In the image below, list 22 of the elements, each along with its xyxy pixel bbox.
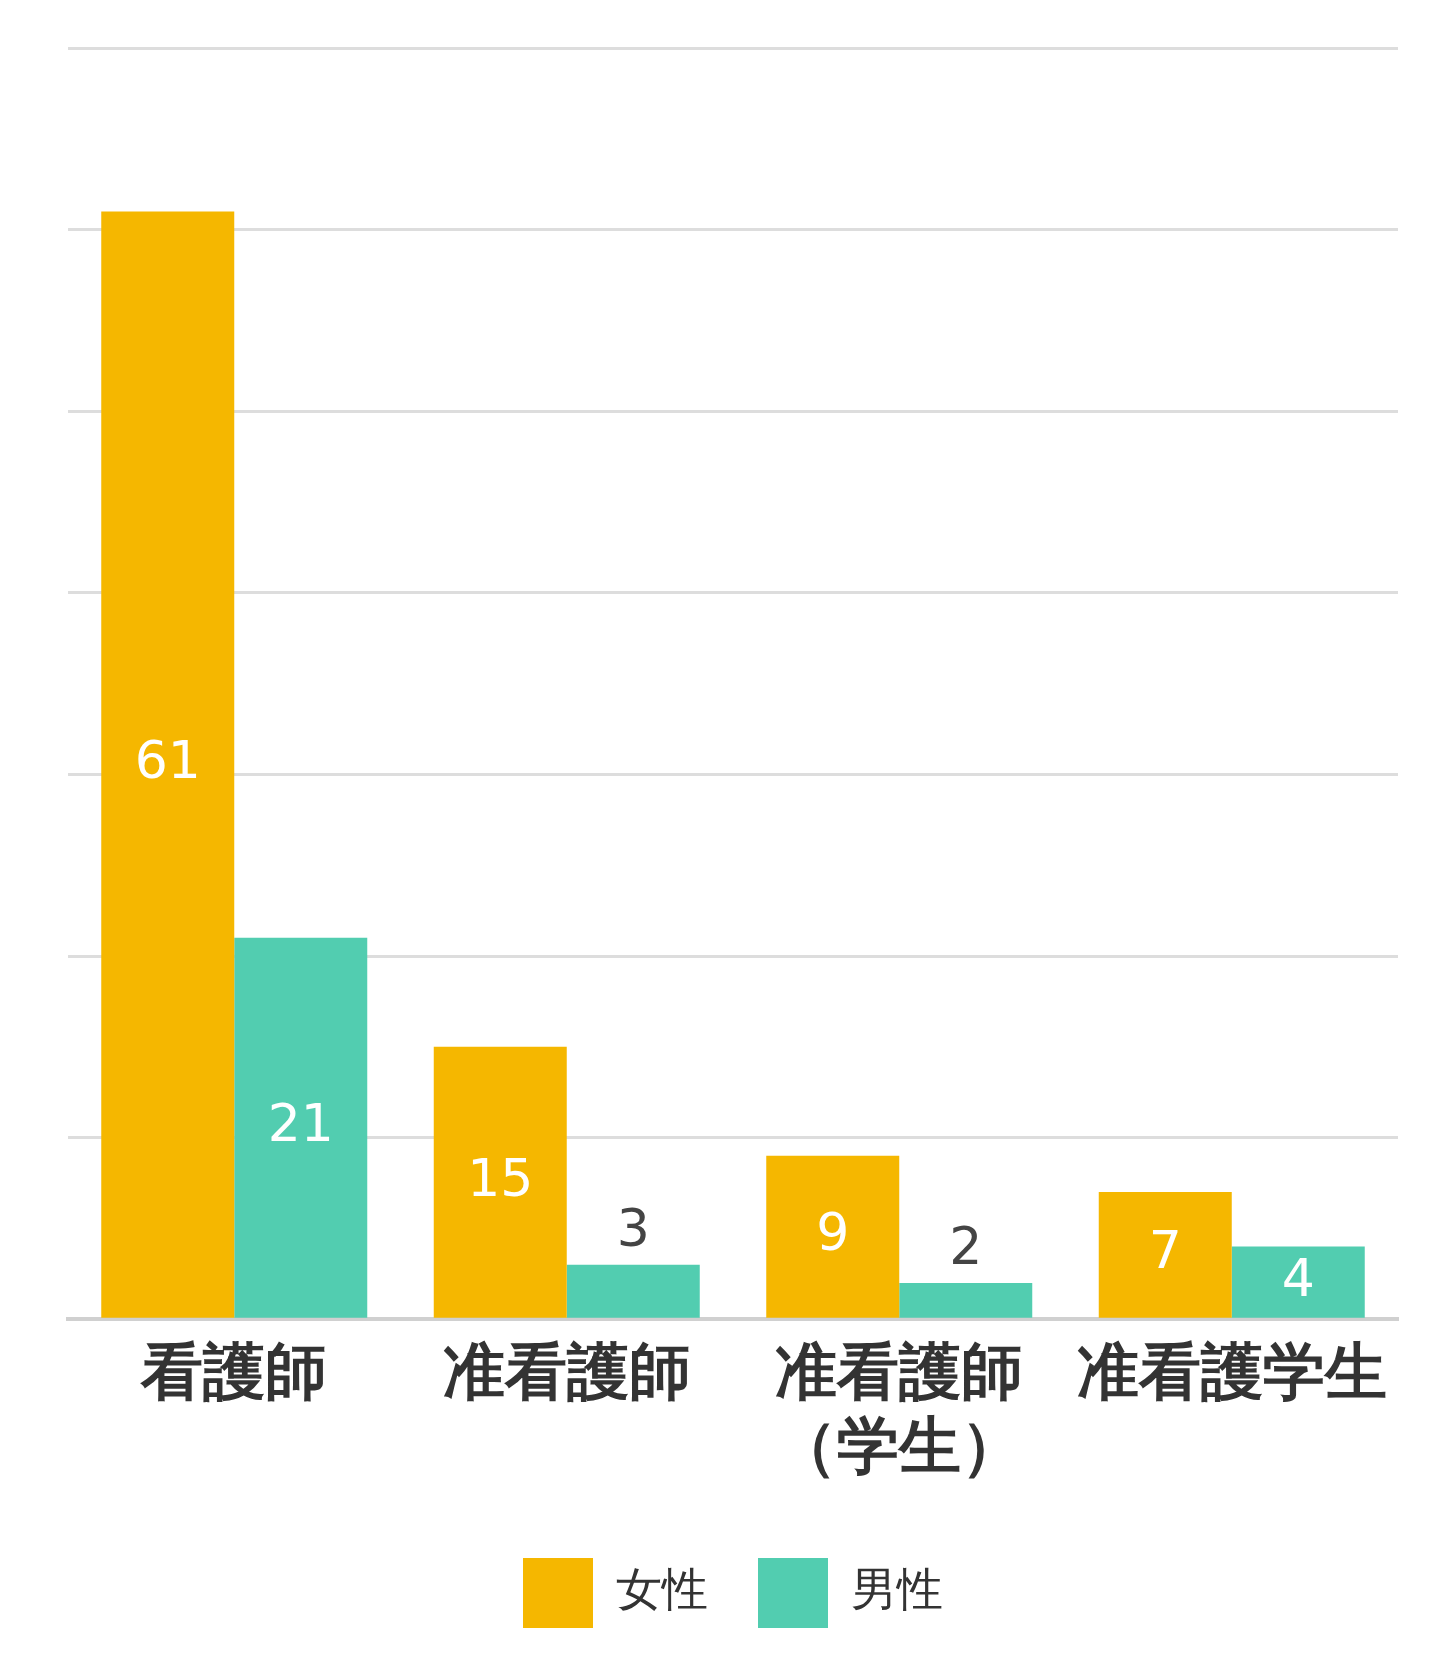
x-tick-label: 准看護師（学生） [775,1334,1024,1482]
data-label: 4 [1281,1247,1315,1308]
data-label: 2 [949,1216,983,1277]
bar [566,1264,700,1318]
bar [766,1155,900,1318]
data-label: 15 [467,1147,534,1208]
legend-label: 男性 [851,1561,943,1616]
data-label: 21 [267,1093,334,1154]
x-tick-label: 看護師 [140,1334,328,1408]
bar [234,937,368,1318]
bar [433,1046,567,1318]
x-tick-label: 准看護学生 [1076,1334,1387,1408]
data-label: 61 [134,730,201,791]
x-tick-label: 准看護師 [442,1334,691,1408]
data-label: 3 [616,1198,650,1259]
bar [899,1282,1033,1318]
legend-label: 女性 [616,1561,708,1616]
bar [1098,1192,1232,1318]
bar [1231,1246,1365,1318]
data-label: 9 [816,1202,850,1263]
bar [101,211,235,1318]
data-label: 7 [1148,1220,1182,1281]
